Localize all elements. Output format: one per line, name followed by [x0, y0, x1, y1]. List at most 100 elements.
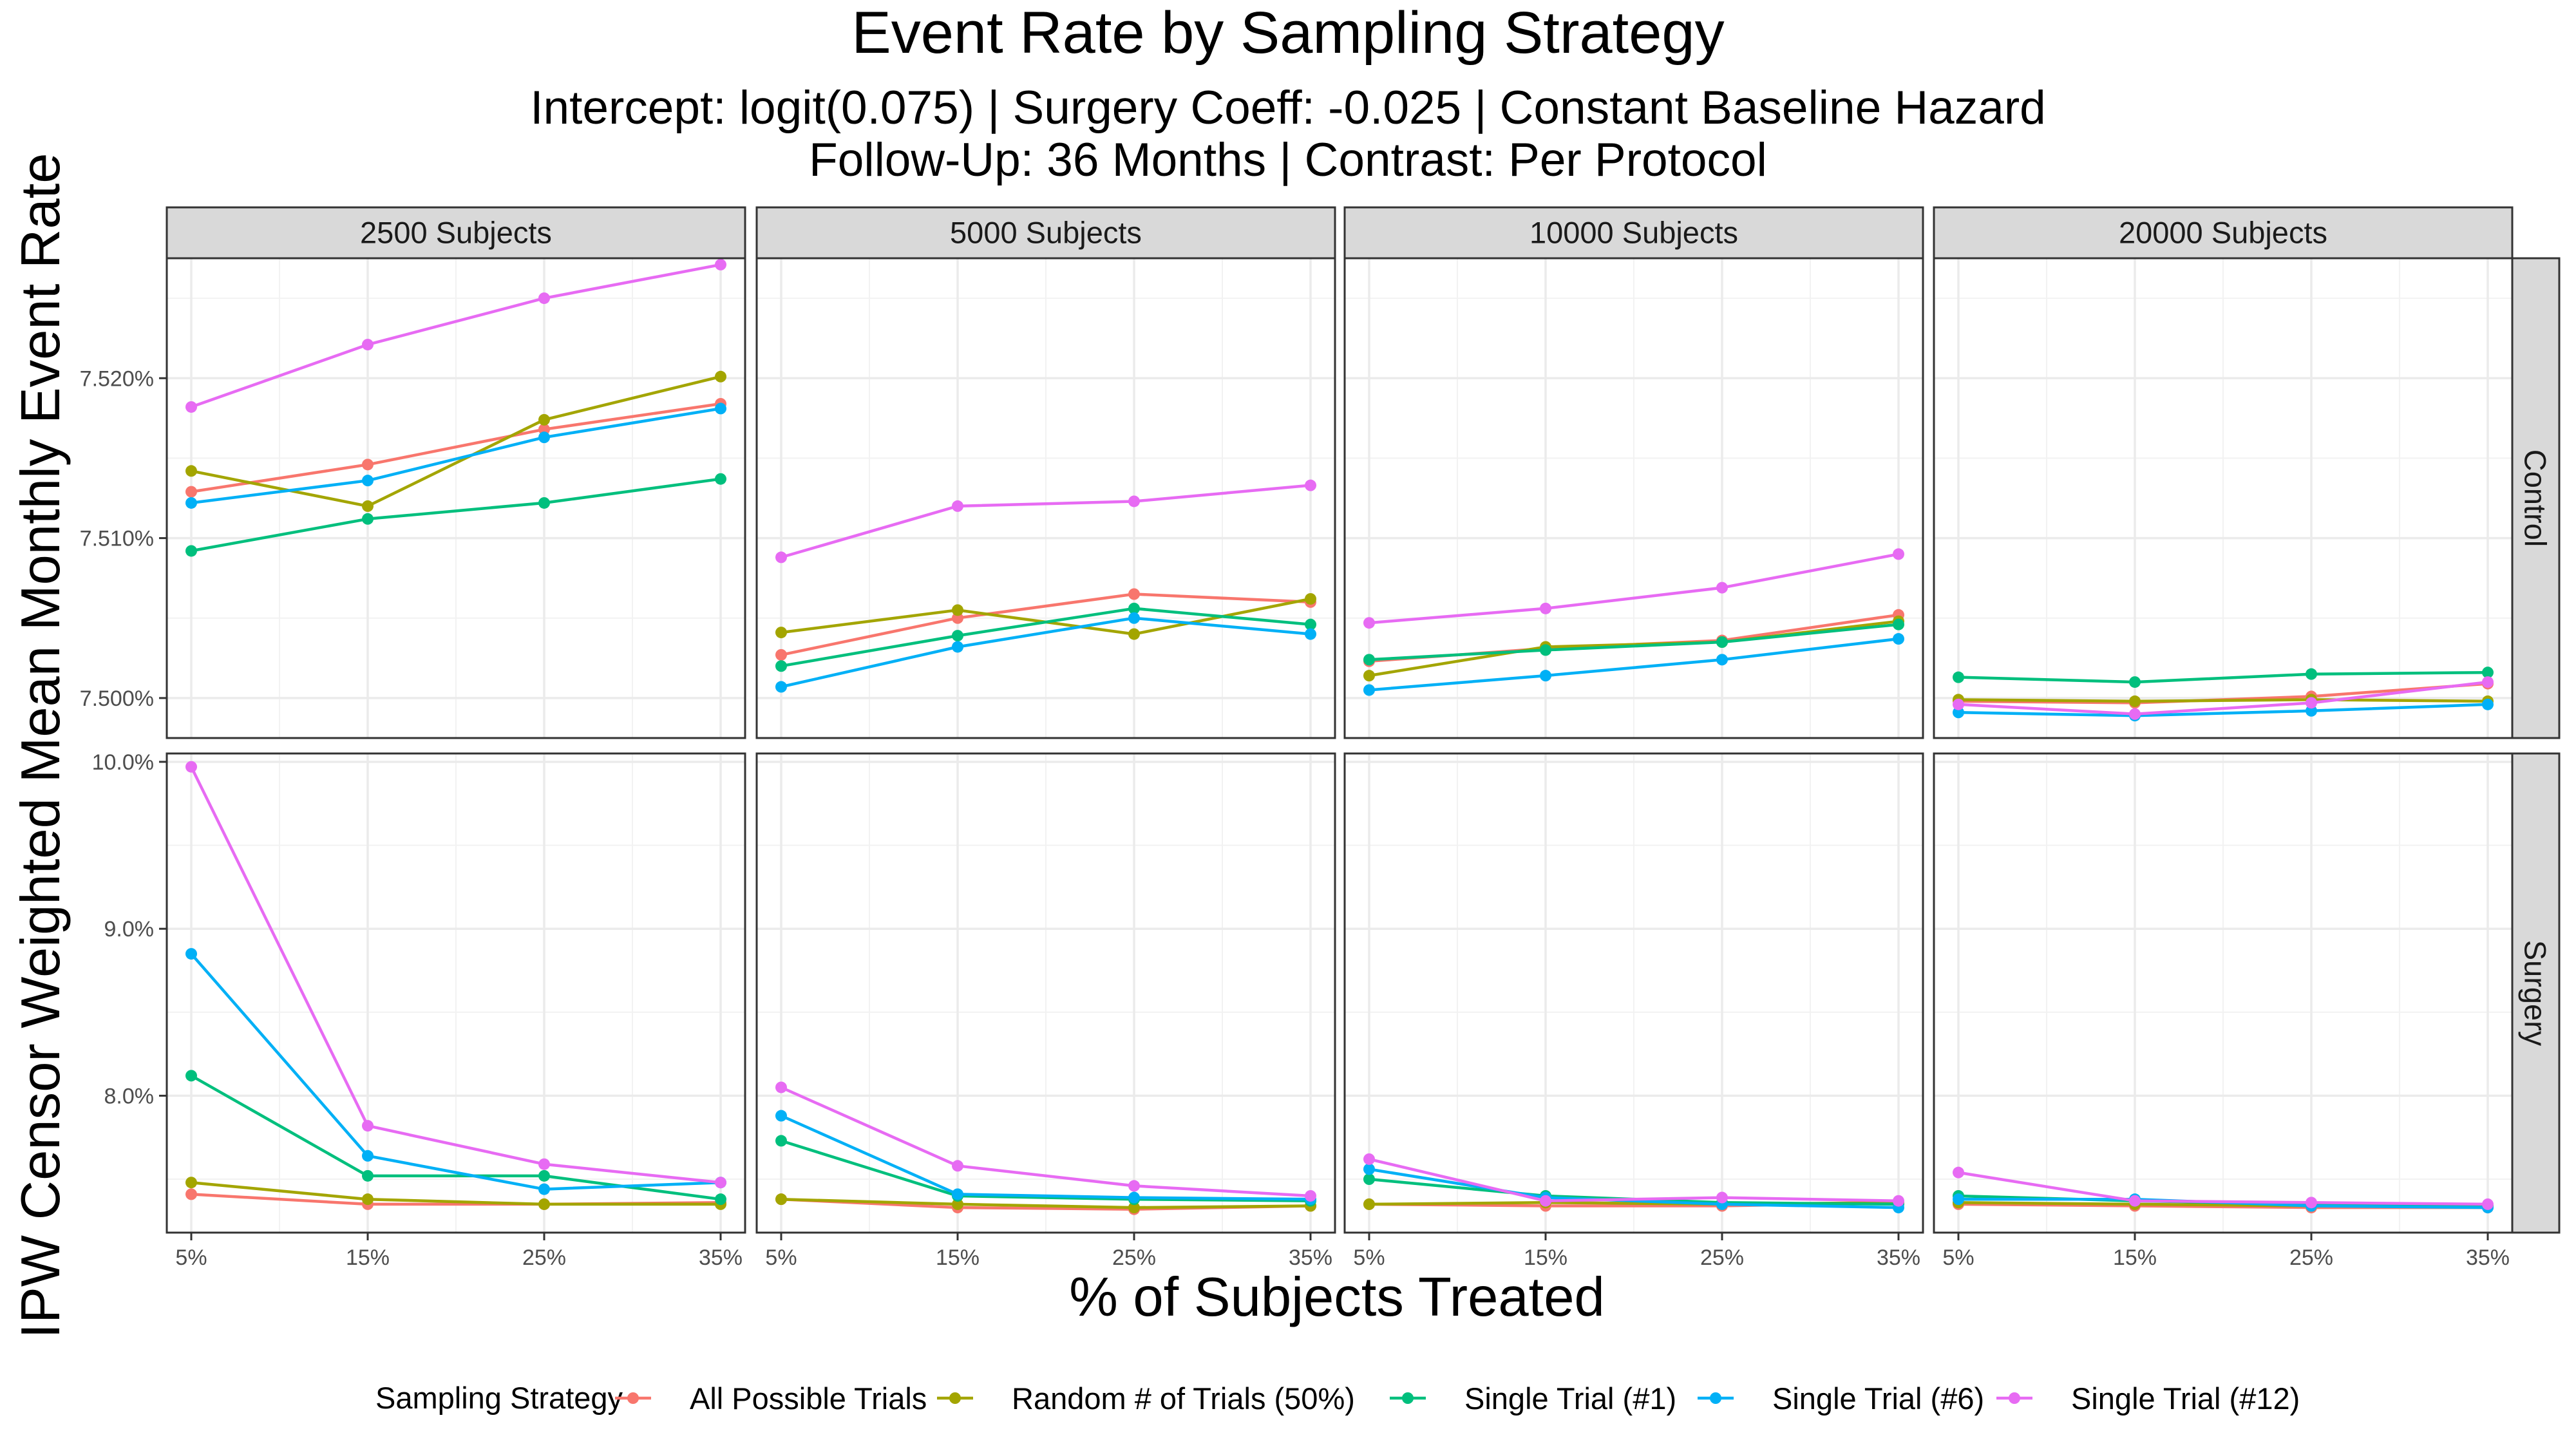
data-point-single-trial-12 — [362, 1120, 374, 1132]
data-point-single-trial-12 — [1305, 479, 1316, 491]
data-point-all-possible-trials — [362, 459, 374, 471]
chart-title: Event Rate by Sampling Strategy — [851, 0, 1724, 66]
y-tick-label: 7.520% — [80, 366, 154, 391]
data-point-single-trial-1 — [1363, 654, 1375, 666]
series-line-single-trial-12 — [1958, 1171, 2488, 1206]
panel-border — [1343, 752, 1924, 1234]
x-tick-label: 35% — [1289, 1245, 1332, 1270]
data-point-single-trial-1 — [538, 1170, 550, 1182]
data-point-single-trial-12 — [1893, 548, 1904, 560]
legend-label: Single Trial (#12) — [2071, 1381, 2300, 1416]
data-point-random-of-trials-50 — [775, 1193, 787, 1206]
data-point-single-trial-6 — [1953, 706, 1964, 719]
data-point-single-trial-6 — [775, 1110, 787, 1122]
series-line-single-trial-12 — [781, 484, 1311, 559]
panel-10000-subjects-surgery: 5% 15% 25% 35% — [1343, 752, 1924, 1270]
x-tick-label: 35% — [1877, 1245, 1920, 1270]
data-point-random-of-trials-50 — [715, 370, 726, 383]
x-tick-label: 35% — [2466, 1245, 2510, 1270]
series-line-single-trial-6 — [1368, 637, 1899, 692]
data-point-random-of-trials-50 — [185, 465, 197, 477]
series-line-single-trial-6 — [781, 1114, 1311, 1201]
data-point-single-trial-12 — [362, 339, 374, 351]
panel-5000-subjects-control: 5000 Subjects — [755, 206, 1336, 739]
facet-row-strip-background — [2510, 752, 2561, 1234]
panel-20000-subjects-control: 20000 Subjects — [1933, 206, 2514, 739]
series-line-single-trial-12 — [781, 1086, 1311, 1198]
y-axis-label: IPW Censor Weighted Mean Monthly Event R… — [10, 153, 71, 1339]
legend-title: Sampling Strategy — [375, 1381, 623, 1415]
data-point-random-of-trials-50 — [538, 413, 550, 426]
facet-column-label: 2500 Subjects — [360, 216, 552, 250]
data-point-single-trial-6 — [362, 1150, 374, 1162]
legend-key-point — [627, 1392, 639, 1404]
legend-entry-all-possible-trials: All Possible Trials — [615, 1381, 927, 1416]
data-point-single-trial-1 — [952, 630, 963, 642]
data-point-single-trial-1 — [1363, 1173, 1375, 1186]
data-point-single-trial-1 — [1128, 602, 1140, 614]
facet-row-strip-background — [2510, 257, 2561, 739]
x-tick-label: 25% — [2289, 1245, 2333, 1270]
facet-row-strip-surgery: Surgery — [2510, 752, 2561, 1234]
x-tick-label: 25% — [522, 1245, 566, 1270]
legend-key-point — [1710, 1392, 1721, 1404]
legend-entry-random-of-trials-50: Random # of Trials (50%) — [937, 1381, 1355, 1416]
x-tick-label: 5% — [1353, 1245, 1385, 1270]
series-line-single-trial-6 — [781, 616, 1311, 688]
y-tick-label: 9.0% — [104, 917, 155, 942]
data-point-single-trial-6 — [1893, 633, 1904, 645]
data-point-single-trial-1 — [715, 473, 726, 485]
panel-10000-subjects-control: 10000 Subjects — [1343, 206, 1924, 739]
x-tick-label: 15% — [2113, 1245, 2157, 1270]
x-tick-label: 25% — [1700, 1245, 1744, 1270]
data-point-single-trial-1 — [2306, 668, 2317, 680]
data-point-single-trial-6 — [185, 497, 197, 509]
data-point-single-trial-1 — [775, 660, 787, 672]
x-tick-label: 5% — [1942, 1245, 1974, 1270]
panel-border — [166, 257, 746, 739]
series-line-single-trial-6 — [1958, 703, 2488, 717]
data-point-single-trial-12 — [1716, 1191, 1728, 1204]
data-point-single-trial-1 — [775, 1135, 787, 1147]
data-point-random-of-trials-50 — [1363, 1198, 1375, 1210]
legend-entry-single-trial-6: Single Trial (#6) — [1698, 1381, 1984, 1416]
data-point-single-trial-12 — [1953, 1166, 1964, 1179]
series-line-single-trial-12 — [191, 263, 721, 409]
data-point-single-trial-6 — [1128, 612, 1140, 624]
facet-column-label: 20000 Subjects — [2119, 216, 2327, 250]
data-point-single-trial-6 — [2306, 705, 2317, 717]
data-point-single-trial-6 — [715, 402, 726, 415]
series-line-all-possible-trials — [191, 402, 721, 493]
data-point-all-possible-trials — [952, 612, 963, 624]
data-point-single-trial-12 — [1363, 617, 1375, 629]
data-point-single-trial-6 — [2482, 698, 2494, 710]
data-point-random-of-trials-50 — [362, 1193, 374, 1206]
panel-border — [1343, 257, 1924, 739]
series-line-single-trial-1 — [1958, 670, 2488, 684]
series-line-single-trial-1 — [781, 1139, 1311, 1202]
data-point-single-trial-12 — [715, 1177, 726, 1189]
legend-key-point — [2009, 1392, 2020, 1404]
x-tick-label: 15% — [936, 1245, 980, 1270]
x-tick-label: 25% — [1112, 1245, 1156, 1270]
data-point-single-trial-6 — [538, 1183, 550, 1195]
legend-label: Single Trial (#1) — [1464, 1381, 1676, 1416]
data-point-random-of-trials-50 — [185, 1177, 197, 1189]
data-point-random-of-trials-50 — [1128, 628, 1140, 640]
data-point-single-trial-12 — [1128, 1180, 1140, 1192]
data-point-single-trial-1 — [1540, 644, 1551, 656]
facet-column-strip-background — [166, 206, 746, 260]
data-point-single-trial-12 — [952, 500, 963, 512]
data-point-single-trial-6 — [538, 431, 550, 444]
x-tick-label: 35% — [699, 1245, 743, 1270]
data-point-random-of-trials-50 — [362, 500, 374, 512]
data-point-all-possible-trials — [538, 423, 550, 435]
data-point-single-trial-12 — [1893, 1195, 1904, 1207]
y-tick-label: 8.0% — [104, 1084, 155, 1108]
data-point-single-trial-1 — [362, 1170, 374, 1182]
data-point-all-possible-trials — [185, 486, 197, 498]
data-point-single-trial-6 — [185, 948, 197, 960]
data-point-single-trial-12 — [2306, 697, 2317, 709]
data-point-single-trial-6 — [1128, 1191, 1140, 1204]
